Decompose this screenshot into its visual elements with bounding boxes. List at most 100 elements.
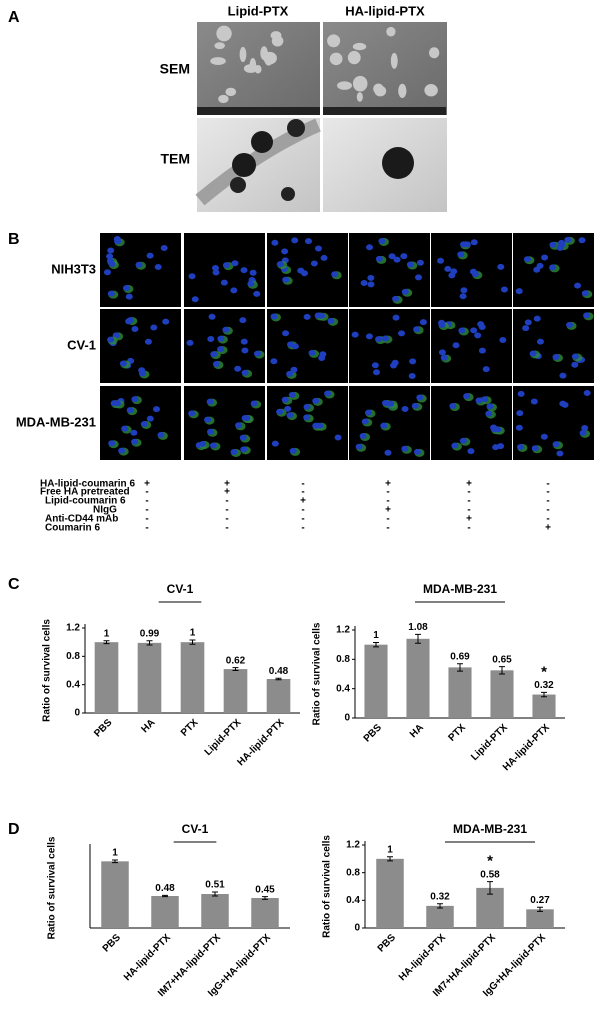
bar <box>223 669 248 713</box>
cell-nucleus <box>486 403 494 410</box>
panel-label: B <box>8 231 20 248</box>
cell-nucleus <box>220 279 228 286</box>
treatment-mark: - <box>225 505 228 516</box>
x-tick-label: HA-lipid-PTX <box>235 717 286 768</box>
data-label: 0.51 <box>205 880 225 891</box>
cell-nucleus <box>388 253 396 260</box>
panel-label: D <box>8 821 20 838</box>
cell-nucleus <box>282 276 290 283</box>
cell-nucleus <box>492 444 500 451</box>
y-tick-label: 0 <box>74 708 80 719</box>
data-label: 1 <box>373 630 379 641</box>
treatment-mark: + <box>385 479 391 490</box>
particle <box>329 52 343 66</box>
cell-nucleus <box>208 313 216 320</box>
error-bar <box>437 903 443 909</box>
cell-nucleus <box>162 318 170 325</box>
x-tick-label: Lipid-PTX <box>203 717 244 758</box>
y-tick-label: 0.4 <box>336 683 350 694</box>
cell-nucleus <box>478 347 486 354</box>
cell-nucleus <box>401 405 409 412</box>
x-tick-label: HA <box>408 722 426 740</box>
particle <box>327 34 341 48</box>
cell-nucleus <box>276 261 284 268</box>
cell-nucleus <box>372 369 380 376</box>
cell-nucleus <box>463 241 471 248</box>
row-header: TEM <box>160 151 190 167</box>
significance-mark: * <box>541 663 547 680</box>
cell-nucleus <box>463 393 471 400</box>
particle <box>352 42 367 51</box>
particle <box>386 26 396 37</box>
treatment-mark: + <box>466 479 472 490</box>
cell-nucleus <box>140 420 148 427</box>
cell-nucleus <box>212 361 220 368</box>
x-tick-label: PBS <box>376 932 399 955</box>
particle <box>271 35 284 47</box>
significance-mark: * <box>487 853 493 870</box>
cell-nucleus <box>449 403 457 410</box>
cell-nucleus <box>290 366 298 373</box>
cell-nucleus <box>320 254 328 261</box>
cell-nucleus <box>440 354 448 361</box>
data-label: 0.32 <box>430 891 450 902</box>
cell-nucleus <box>114 400 122 407</box>
cell-nucleus <box>199 441 207 448</box>
cell-nucleus <box>365 409 373 416</box>
cell-nucleus <box>359 433 367 440</box>
y-axis-label: Ratio of survival cells <box>42 619 53 722</box>
cell-nucleus <box>393 256 401 263</box>
treatment-mark: - <box>145 487 148 498</box>
data-label: 1 <box>387 844 393 855</box>
treatment-mark: - <box>546 479 549 490</box>
cell-nucleus <box>131 438 139 445</box>
cell-nucleus <box>207 335 215 342</box>
cell-nucleus <box>482 366 490 373</box>
particle <box>428 47 440 59</box>
cell-nucleus <box>212 269 220 276</box>
error-bar <box>103 640 110 645</box>
cell-nucleus <box>515 288 523 295</box>
cell-nucleus <box>231 260 239 267</box>
data-label: 1 <box>190 628 196 639</box>
cell-nucleus <box>400 253 408 260</box>
particle <box>281 187 295 201</box>
treatment-mark: - <box>225 496 228 507</box>
cell-nucleus <box>206 428 214 435</box>
cell-nucleus <box>564 236 572 243</box>
particle <box>347 50 361 65</box>
cell-nucleus <box>367 281 375 288</box>
cell-nucleus <box>126 407 134 414</box>
error-bar <box>162 894 168 898</box>
cell-nucleus <box>324 390 332 397</box>
fluorescence-image <box>349 233 430 307</box>
cell-nucleus <box>351 331 359 338</box>
cell-nucleus <box>270 313 278 320</box>
row-header: MDA-MB-231 <box>16 414 96 429</box>
cell-nucleus <box>384 449 392 456</box>
error-bar <box>275 677 282 681</box>
treatment-label: Free HA pretreated <box>40 487 130 498</box>
particle <box>251 131 273 153</box>
column-header: HA-lipid-PTX <box>345 3 425 18</box>
cell-nucleus <box>360 279 368 286</box>
cell-nucleus <box>499 337 507 344</box>
treatment-mark: + <box>144 479 150 490</box>
cell-nucleus <box>530 398 538 405</box>
cell-nucleus <box>222 262 230 269</box>
cell-nucleus <box>478 324 486 331</box>
chart-title: MDA-MB-231 <box>423 582 497 596</box>
particle <box>398 83 407 99</box>
cell-nucleus <box>366 244 374 251</box>
cell-nucleus <box>578 237 586 244</box>
error-bar <box>232 667 239 671</box>
cell-nucleus <box>490 424 498 431</box>
cell-nucleus <box>517 390 525 397</box>
cell-nucleus <box>318 312 326 319</box>
particle <box>243 64 257 73</box>
cell-nucleus <box>308 349 316 356</box>
cell-nucleus <box>401 288 409 295</box>
cell-nucleus <box>230 287 238 294</box>
data-label: 0.58 <box>480 869 500 880</box>
